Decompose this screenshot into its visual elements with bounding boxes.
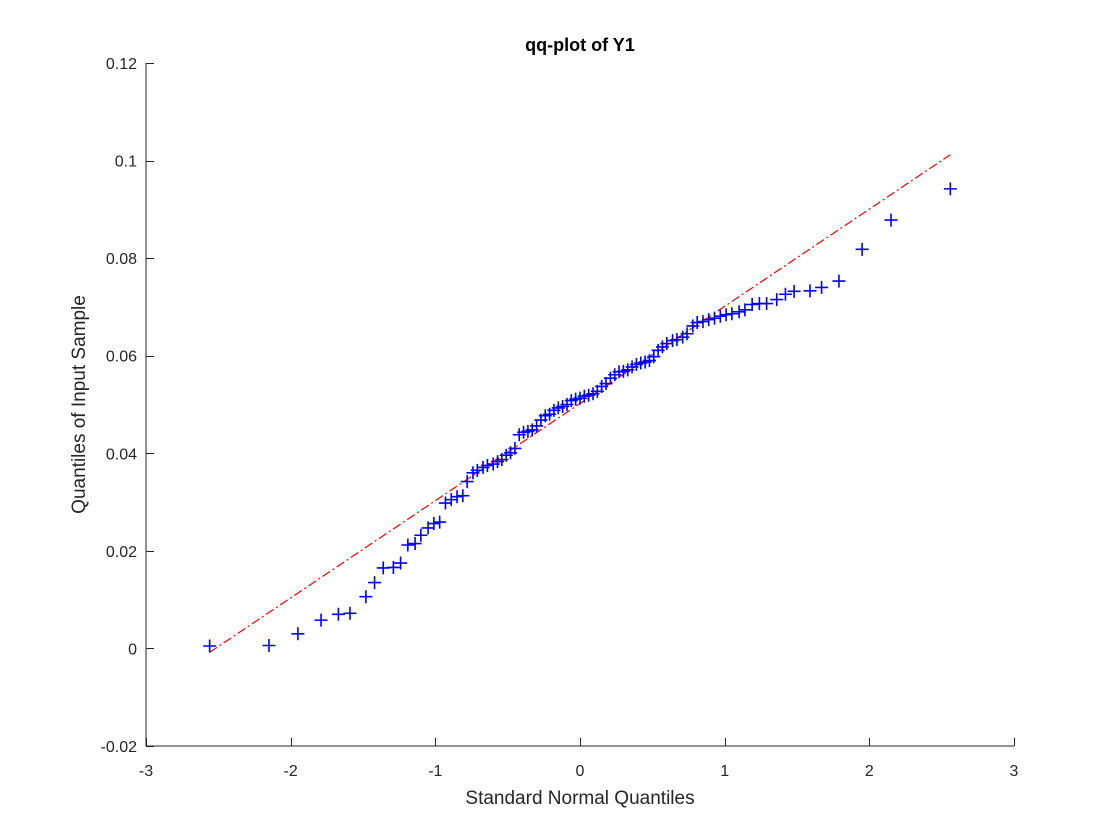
data-point: [438, 496, 452, 510]
data-point: [394, 556, 408, 570]
data-point: [414, 528, 428, 542]
data-point: [508, 441, 522, 455]
data-point: [670, 333, 684, 347]
data-point: [470, 463, 484, 477]
data-point: [343, 606, 357, 620]
data-point: [855, 242, 869, 256]
x-tick-label: 3: [1010, 763, 1019, 780]
data-point: [460, 475, 474, 489]
data-point: [386, 560, 400, 574]
data-point: [314, 613, 328, 627]
x-tick-label: 1: [720, 763, 729, 780]
data-point: [696, 315, 710, 329]
x-tick-label: -3: [139, 763, 153, 780]
data-point: [690, 316, 704, 330]
data-point: [480, 458, 494, 472]
data-point: [359, 590, 373, 604]
y-axis-ticks: -0.02 0 0.02 0.04 0.06 0.08 0.1 0.12: [101, 56, 154, 756]
data-point: [401, 538, 415, 552]
data-point: [433, 515, 447, 529]
data-point: [203, 639, 217, 653]
x-axis-ticks: -3 -2 -1 0 1 2 3: [139, 738, 1019, 780]
chart-title: qq-plot of Y1: [525, 35, 635, 55]
data-point: [708, 311, 722, 325]
data-point: [738, 303, 752, 317]
data-point: [745, 297, 759, 311]
y-tick-label: 0.06: [106, 349, 137, 366]
y-tick-label: 0.02: [106, 544, 137, 561]
data-point: [725, 307, 739, 321]
data-point: [719, 308, 733, 322]
data-point: [702, 313, 716, 327]
data-point: [444, 493, 458, 507]
data-point: [732, 305, 746, 319]
x-tick-label: -1: [428, 763, 442, 780]
data-point: [660, 337, 674, 351]
data-point: [291, 627, 305, 641]
data-point: [803, 284, 817, 298]
data-point: [427, 517, 441, 531]
y-axis-title: Quantiles of Input Sample: [69, 295, 90, 514]
x-tick-label: -2: [284, 763, 298, 780]
y-tick-label: -0.02: [101, 739, 138, 756]
data-points-group: [203, 182, 957, 653]
y-tick-label: 0.1: [115, 154, 137, 171]
x-tick-label: 0: [576, 763, 585, 780]
data-point: [943, 182, 957, 196]
y-tick-label: 0: [128, 641, 137, 658]
data-point: [787, 284, 801, 298]
data-point: [680, 327, 694, 341]
data-point: [408, 537, 422, 551]
data-point: [884, 213, 898, 227]
data-point: [770, 293, 784, 307]
data-point: [262, 639, 276, 653]
data-point: [450, 490, 464, 504]
data-point: [778, 287, 792, 301]
x-tick-label: 2: [865, 763, 874, 780]
y-tick-label: 0.12: [106, 56, 137, 73]
y-tick-label: 0.08: [106, 251, 137, 268]
data-point: [456, 489, 470, 503]
x-axis-title: Standard Normal Quantiles: [465, 788, 694, 809]
data-point: [368, 576, 382, 590]
data-point: [713, 309, 727, 323]
data-point: [331, 607, 345, 621]
data-point: [760, 297, 774, 311]
data-point: [832, 274, 846, 288]
y-tick-label: 0.04: [106, 446, 137, 463]
data-point: [815, 280, 829, 294]
